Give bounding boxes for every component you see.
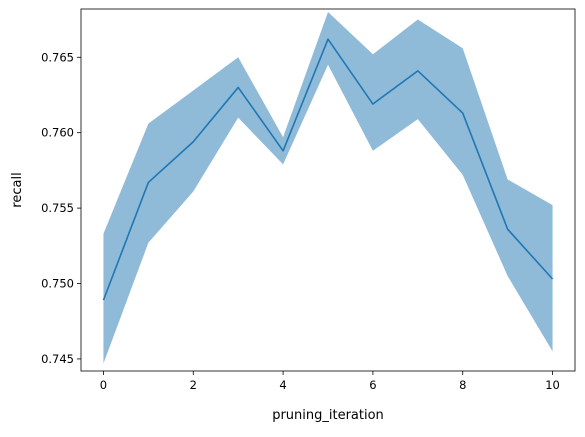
data-point (282, 150, 284, 152)
plot-layer (102, 12, 554, 364)
x-tick-label: 6 (369, 378, 376, 392)
y-axis-label: recall (10, 172, 25, 207)
data-point (462, 112, 464, 114)
data-point (327, 38, 329, 40)
y-tick-label: 0.765 (41, 50, 74, 64)
data-point (102, 299, 104, 301)
axes-layer: 0 2 4 6 8 10 0.745 0.750 0.755 0.760 0.765 (41, 8, 576, 392)
x-tick-label: 8 (459, 378, 466, 392)
series-line (102, 38, 554, 301)
x-tick-label: 0 (100, 378, 107, 392)
x-axis-label: pruning_iteration (272, 408, 384, 423)
y-tick-label: 0.745 (41, 352, 74, 366)
data-point (237, 86, 239, 88)
y-tick-label: 0.755 (41, 201, 74, 215)
x-tick-label: 4 (279, 378, 286, 392)
x-tick-label: 2 (190, 378, 197, 392)
x-tick-label: 10 (545, 378, 560, 392)
plot-frame (80, 8, 576, 372)
data-point (372, 103, 374, 105)
data-point (147, 181, 149, 183)
y-tick-label: 0.750 (41, 277, 74, 291)
y-tick-label: 0.760 (41, 126, 74, 140)
data-point (417, 70, 419, 72)
data-point (506, 228, 508, 230)
confidence-band (103, 12, 553, 364)
data-point (551, 278, 553, 280)
data-point (192, 141, 194, 143)
